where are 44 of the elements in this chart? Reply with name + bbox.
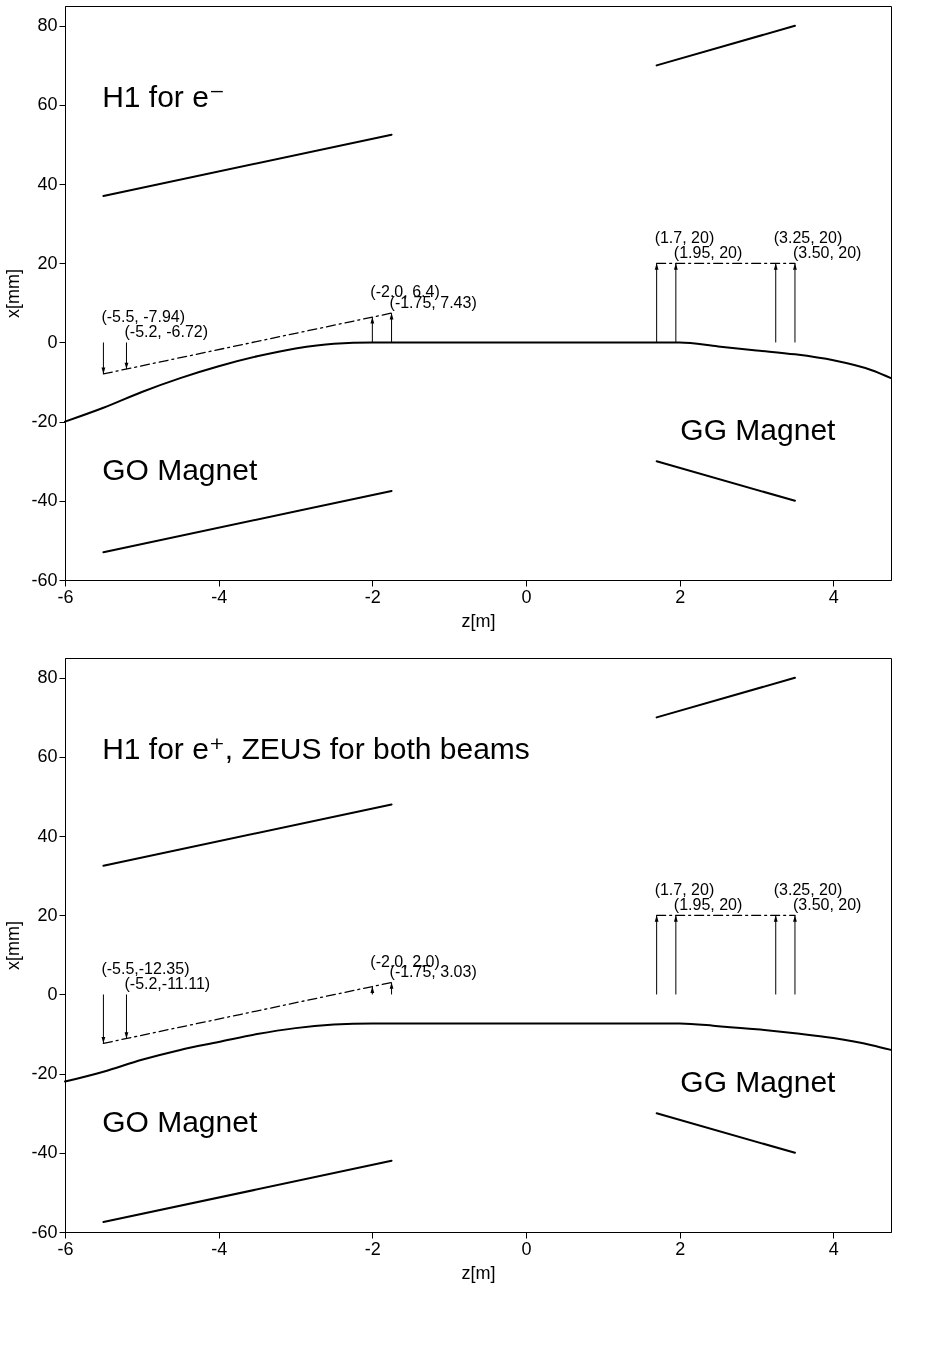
x-tick-label: 4 [828,586,839,607]
x-tick-label: 0 [521,586,532,607]
x-tick-label: 2 [675,1238,686,1259]
x-tick-label: 4 [828,1238,839,1259]
x-tick-label: -6 [57,586,74,607]
annotation: H1 for e⁺, ZEUS for both beams [102,731,530,765]
annotation: GO Magnet [102,452,258,486]
y-axis-title: x[mm] [3,921,24,970]
y-tick-label: -40 [31,1142,58,1163]
y-tick-label: 40 [37,825,58,846]
y-tick-label: 0 [47,331,58,352]
y-tick-label: 20 [37,252,58,273]
annotation: GO Magnet [102,1104,258,1138]
y-tick-label: 20 [37,904,58,925]
y-tick-label: 0 [47,983,58,1004]
x-tick-label: 0 [521,1238,532,1259]
y-tick-label: 40 [37,173,58,194]
x-tick-label: -2 [364,1238,381,1259]
y-tick-label: -20 [31,1063,58,1084]
y-tick-label: -60 [31,1221,58,1242]
y-tick-label: 80 [37,15,58,36]
y-tick-label: -60 [31,569,58,590]
y-tick-label: 80 [37,667,58,688]
x-tick-label: -4 [211,586,228,607]
x-tick-label: -6 [57,1238,74,1259]
annotation: (1.7, 20) [654,229,715,247]
y-axis-title: x[mm] [3,269,24,318]
y-tick-label: -40 [31,490,58,511]
y-tick-label: -20 [31,411,58,432]
annotation: (3.25, 20) [773,229,843,247]
y-tick-label: 60 [37,94,58,115]
annotation: (3.25, 20) [773,881,843,899]
x-axis-title: z[m] [461,610,496,631]
annotation: GG Magnet [680,1064,837,1098]
y-tick-label: 60 [37,746,58,767]
x-axis-title: z[m] [461,1262,496,1283]
x-tick-label: -4 [211,1238,228,1259]
annotation: (-5.5,-12.35) [101,960,190,978]
x-tick-label: -2 [364,586,381,607]
x-tick-label: 2 [675,586,686,607]
annotation: H1 for e⁻ [102,79,225,113]
annotation: (1.7, 20) [654,881,715,899]
annotation: (-5.5, -7.94) [101,308,186,326]
annotation: GG Magnet [680,412,837,446]
